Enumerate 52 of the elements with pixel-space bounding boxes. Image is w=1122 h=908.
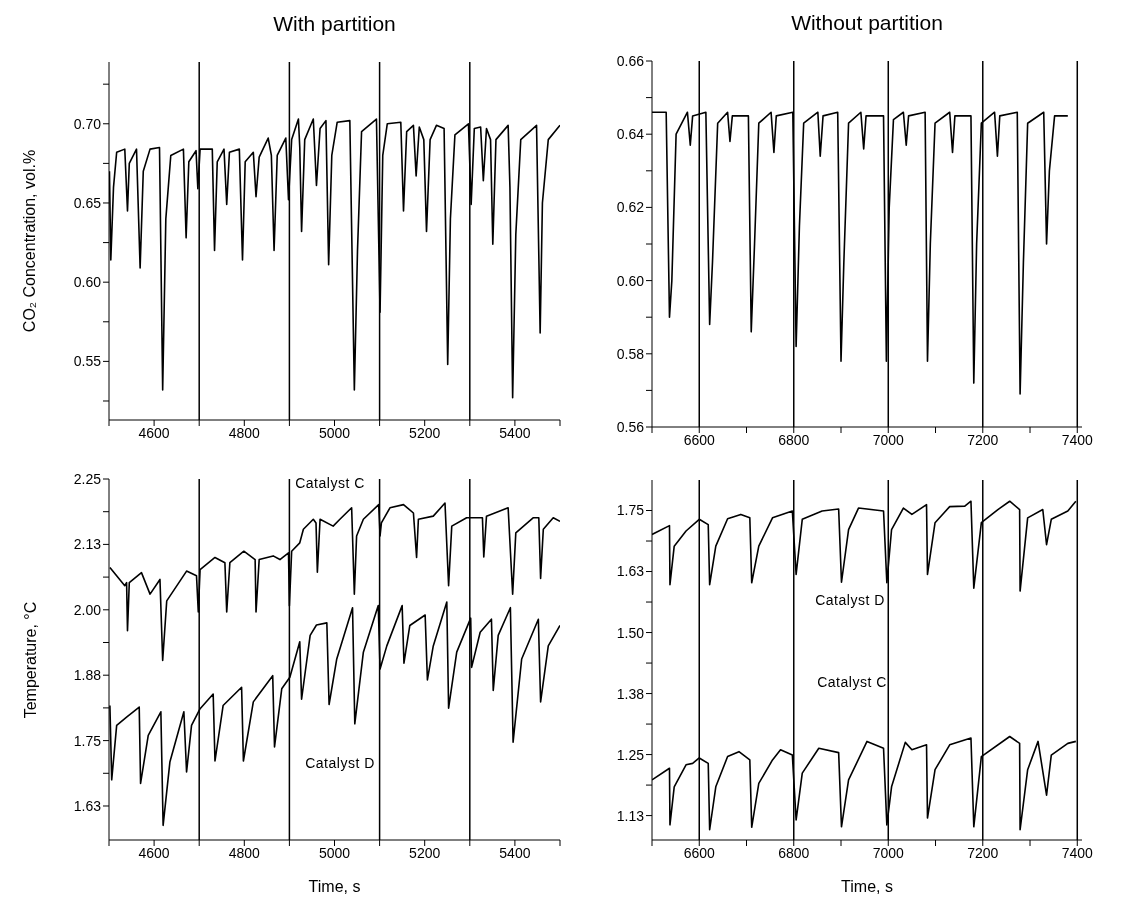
chart-title: Without partition bbox=[790, 11, 944, 35]
y-tick-label: 1.75 bbox=[616, 502, 645, 519]
annotation: Catalyst D bbox=[815, 592, 885, 608]
x-tick-label: 5000 bbox=[318, 424, 351, 441]
y-tick-label: 0.60 bbox=[616, 272, 645, 289]
x-tick-label: 6800 bbox=[778, 431, 810, 448]
y-tick-label: 0.62 bbox=[616, 199, 645, 216]
y-axis-title: CO₂ Concentration, vol.% bbox=[21, 148, 39, 335]
y-tick-label: 0.64 bbox=[616, 126, 645, 143]
x-tick-label: 7000 bbox=[872, 844, 905, 861]
y-tick-label: 1.75 bbox=[73, 732, 102, 749]
y-tick-label: 0.65 bbox=[73, 194, 102, 211]
x-tick-label: 5200 bbox=[409, 424, 441, 441]
y-tick-label: 1.63 bbox=[73, 797, 102, 814]
x-tick-label: 7200 bbox=[967, 844, 999, 861]
y-tick-label: 0.56 bbox=[616, 418, 645, 435]
x-tick-label: 4800 bbox=[228, 844, 261, 861]
y-tick-label: 1.13 bbox=[616, 807, 645, 824]
x-tick-label: 7400 bbox=[1061, 431, 1094, 448]
x-tick-label: 6600 bbox=[683, 431, 716, 448]
y-tick-label: 1.25 bbox=[616, 746, 645, 763]
y-tick-label: 1.88 bbox=[73, 667, 102, 684]
y-tick-label: 1.63 bbox=[616, 563, 645, 580]
x-tick-label: 7200 bbox=[967, 431, 999, 448]
y-tick-label: 1.38 bbox=[616, 685, 645, 702]
annotation: Catalyst C bbox=[817, 674, 887, 690]
chart-title: With partition bbox=[272, 12, 397, 36]
x-tick-label: 6800 bbox=[778, 844, 810, 861]
x-tick-label: 7000 bbox=[872, 431, 905, 448]
x-axis-title: Time, s bbox=[307, 878, 362, 896]
x-tick-label: 4600 bbox=[138, 424, 170, 441]
x-tick-label: 5200 bbox=[409, 844, 441, 861]
y-tick-label: 0.70 bbox=[73, 115, 102, 132]
x-tick-label: 6600 bbox=[683, 844, 716, 861]
y-tick-label: 1.50 bbox=[616, 624, 645, 641]
x-tick-label: 4600 bbox=[138, 844, 170, 861]
x-axis-title: Time, s bbox=[840, 878, 894, 896]
y-tick-label: 0.66 bbox=[616, 52, 645, 69]
y-tick-label: 2.25 bbox=[73, 470, 102, 487]
x-tick-label: 5400 bbox=[499, 424, 531, 441]
y-tick-label: 2.13 bbox=[73, 536, 102, 553]
y-tick-label: 0.58 bbox=[616, 345, 645, 362]
x-tick-label: 5400 bbox=[499, 844, 531, 861]
y-tick-label: 0.60 bbox=[73, 274, 102, 291]
annotation: Catalyst C bbox=[295, 475, 365, 491]
y-tick-label: 2.00 bbox=[73, 601, 102, 618]
x-tick-label: 4800 bbox=[228, 424, 261, 441]
y-tick-label: 0.55 bbox=[73, 353, 102, 370]
x-tick-label: 7400 bbox=[1061, 844, 1094, 861]
annotation: Catalyst D bbox=[305, 755, 375, 771]
x-tick-label: 5000 bbox=[318, 844, 351, 861]
y-axis-title: Temperature, °C bbox=[21, 600, 40, 720]
